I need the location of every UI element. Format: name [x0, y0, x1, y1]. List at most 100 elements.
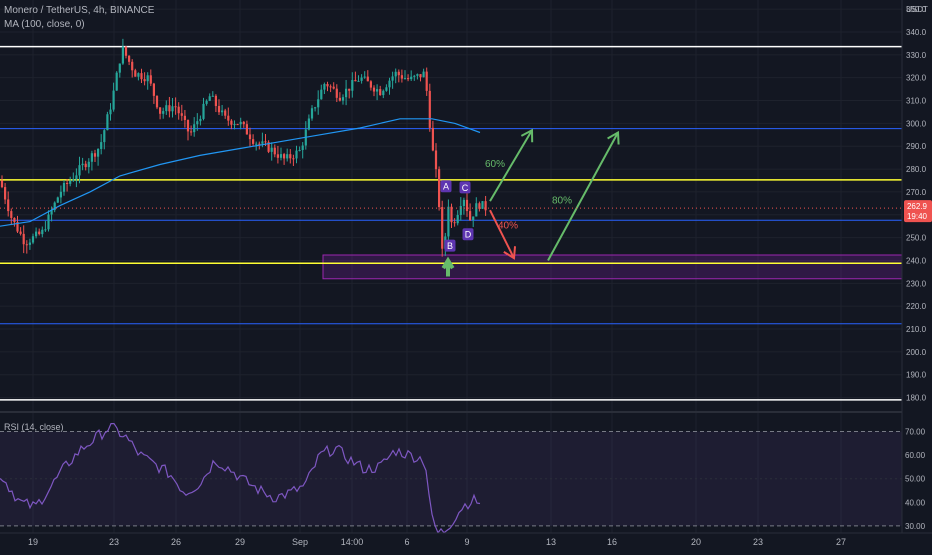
price-tick-label: 190.0 [906, 371, 927, 380]
candle-body [335, 88, 338, 98]
time-tick-label: 16 [607, 537, 617, 547]
candle-body [348, 88, 351, 91]
candle-body [245, 124, 248, 135]
candle-body [434, 150, 438, 170]
candle-body [447, 206, 450, 237]
candle-body [450, 206, 453, 223]
time-tick-label: 23 [753, 537, 763, 547]
candle-body [146, 75, 149, 82]
candle-body [438, 169, 441, 208]
pattern-label-badge-D [462, 228, 474, 241]
candle-body [4, 187, 7, 200]
candle-body [10, 211, 13, 218]
candle-body [403, 78, 407, 80]
candle-body [264, 141, 267, 143]
candle-body [78, 165, 81, 176]
candle-body [236, 124, 239, 126]
candle-body [410, 76, 413, 80]
percent-label: 60% [485, 159, 505, 170]
candle-body [28, 242, 31, 245]
candle-body [465, 199, 469, 212]
candle-body [72, 179, 75, 181]
symbol-title: Monero / TetherUS, 4h, BINANCE [4, 5, 155, 16]
time-tick-label: 20 [691, 537, 701, 547]
time-tick-label: 19 [28, 537, 38, 547]
candle-body [196, 121, 199, 125]
candle-body [407, 78, 410, 80]
candle-body [462, 199, 465, 207]
candle-body [100, 142, 103, 149]
pattern-label-badge-B [444, 239, 456, 252]
time-tick-label: 6 [404, 537, 409, 547]
candle-body [233, 124, 236, 126]
time-tick-label: 27 [836, 537, 846, 547]
bar-countdown: 19:40 [907, 212, 928, 221]
arrow-shaft-green [489, 129, 533, 202]
candle-body [75, 175, 78, 180]
candle-body [369, 81, 372, 88]
time-tick-label: 26 [171, 537, 181, 547]
candle-body [159, 107, 162, 114]
time-tick-label: 14:00 [341, 537, 364, 547]
candle-body [103, 130, 106, 143]
candle-body [35, 231, 38, 237]
candle-body [261, 141, 264, 144]
candle-body [242, 121, 245, 125]
candle-body [112, 90, 115, 110]
candle-body [428, 90, 431, 128]
candle-body [193, 124, 196, 133]
candle-body [41, 229, 44, 235]
price-tick-label: 330.0 [906, 51, 927, 60]
candle-body [301, 145, 304, 150]
last-price-value: 262.9 [907, 202, 928, 211]
price-tick-label: 300.0 [906, 119, 927, 128]
candle-body [62, 182, 66, 192]
candle-body [109, 109, 112, 115]
candle-body [211, 95, 214, 97]
candle-body [199, 118, 202, 122]
candle-body [118, 63, 121, 73]
candle-body [388, 80, 391, 88]
candle-body [453, 222, 456, 224]
candle-body [484, 201, 487, 211]
candle-body [258, 143, 261, 145]
candle-body [31, 236, 35, 243]
support-zone [322, 254, 903, 280]
candle-body [394, 71, 397, 77]
candle-body [208, 96, 211, 101]
candle-body [38, 231, 41, 235]
candle-body [248, 134, 252, 140]
candle-body [84, 163, 87, 168]
candle-body [205, 100, 208, 104]
candle-body [224, 110, 227, 116]
candle-body [168, 105, 171, 112]
last-price-tag [904, 200, 932, 223]
pattern-label-B: B [447, 241, 453, 251]
candle-body [97, 148, 100, 157]
candle-body [323, 83, 326, 90]
candle-body [292, 158, 295, 160]
candle-body [345, 88, 348, 98]
candle-body [413, 75, 416, 77]
candle-body [270, 147, 273, 152]
time-axis[interactable]: 19 23 26 29 Sep 14:00 6 9 13 16 20 23 27 [0, 532, 932, 550]
candle-body [93, 153, 97, 157]
candle-body [174, 106, 177, 108]
candle-body [273, 147, 276, 155]
candle-body [431, 127, 434, 151]
candle-body [16, 222, 19, 232]
price-tick-label: 250.0 [906, 234, 927, 243]
candle-body [376, 89, 379, 92]
candle-body [255, 143, 258, 145]
candle-body [456, 214, 459, 224]
candles [0, 38, 487, 257]
candle-body [391, 76, 394, 81]
candle-body [50, 210, 53, 215]
candle-body [481, 201, 484, 209]
price-tick-label: 210.0 [906, 325, 927, 334]
arrow-head-green [607, 130, 620, 145]
